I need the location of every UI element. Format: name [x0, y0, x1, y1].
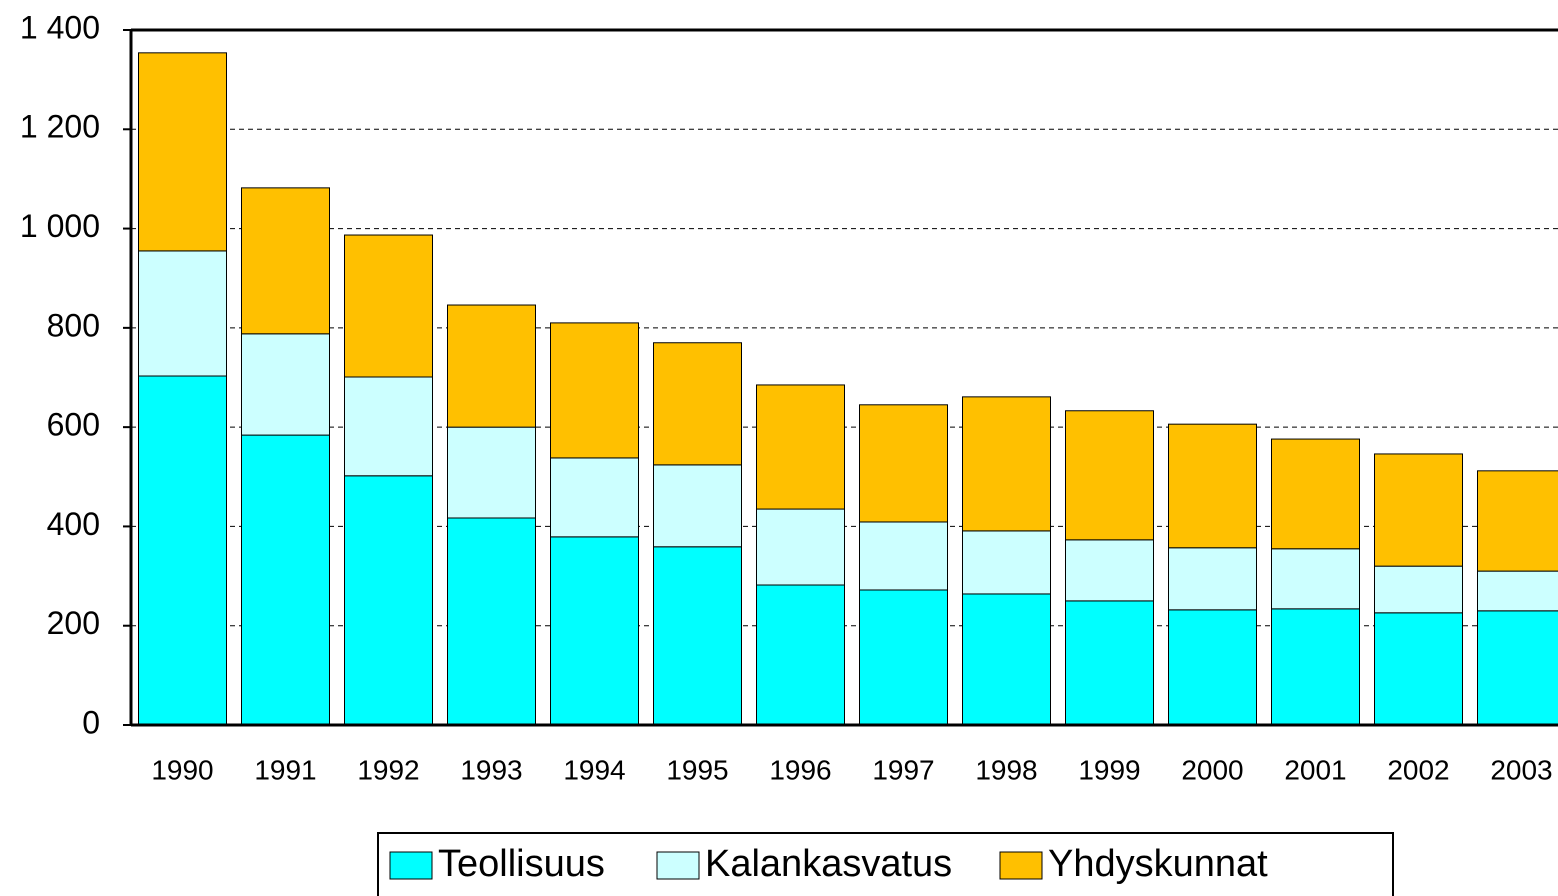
x-tick-label: 2001 — [1284, 754, 1346, 785]
bar-segment — [447, 517, 536, 726]
legend-swatch — [999, 851, 1043, 880]
x-tick-label: 1998 — [975, 754, 1037, 785]
bar-segment — [756, 384, 845, 510]
x-tick-label: 1996 — [769, 754, 831, 785]
bar-segment — [1168, 609, 1257, 726]
bar-segment — [1374, 612, 1463, 726]
bar-segment — [1374, 565, 1463, 614]
bar-segment — [138, 375, 227, 726]
bar-segment — [962, 593, 1051, 726]
legend-label: Yhdyskunnat — [1048, 843, 1268, 885]
bar-segment — [1477, 610, 1558, 726]
x-tick-label: 1997 — [872, 754, 934, 785]
bar-segment — [550, 457, 639, 538]
bar-segment — [550, 536, 639, 726]
bar-segment — [962, 530, 1051, 595]
bar-segment — [1065, 600, 1154, 726]
bar-segment — [756, 508, 845, 586]
bar-segment — [1168, 547, 1257, 611]
bar-segment — [241, 333, 330, 436]
bar-segment — [1168, 423, 1257, 549]
bar-segment — [653, 464, 742, 548]
x-tick-label: 1990 — [151, 754, 213, 785]
y-tick-label: 400 — [47, 506, 100, 542]
x-tick-label: 2002 — [1387, 754, 1449, 785]
bar-segment — [241, 434, 330, 726]
y-tick-label: 1 200 — [20, 109, 100, 145]
legend-swatch — [656, 851, 700, 880]
bar-segment — [1065, 410, 1154, 541]
bar-segment — [344, 475, 433, 726]
bar-segment — [1271, 608, 1360, 726]
legend-box — [377, 832, 1394, 896]
bar-segment — [1477, 470, 1558, 572]
bar-segment — [447, 426, 536, 519]
y-tick-label: 0 — [82, 704, 100, 740]
bar-segment — [447, 304, 536, 428]
x-tick-label: 1995 — [666, 754, 728, 785]
bar-segment — [241, 187, 330, 335]
bar-segment — [344, 376, 433, 477]
x-tick-label: 2000 — [1181, 754, 1243, 785]
bar-segment — [653, 546, 742, 726]
x-tick-label: 1991 — [254, 754, 316, 785]
y-tick-label: 1 400 — [20, 9, 100, 45]
legend-label: Teollisuus — [438, 843, 605, 885]
bar-segment — [550, 322, 639, 459]
bar-segment — [859, 404, 948, 523]
bar-segment — [1271, 438, 1360, 550]
bar-segment — [344, 234, 433, 378]
x-tick-label: 2003 — [1490, 754, 1552, 785]
bar-segment — [138, 250, 227, 377]
y-tick-label: 200 — [47, 605, 100, 641]
x-tick-label: 1994 — [563, 754, 625, 785]
bar-segment — [1477, 570, 1558, 612]
bar-segment — [962, 396, 1051, 532]
legend-swatch — [389, 851, 433, 880]
x-tick-label: 1999 — [1078, 754, 1140, 785]
bar-segment — [138, 52, 227, 252]
legend-label: Kalankasvatus — [705, 843, 952, 885]
y-tick-label: 800 — [47, 307, 100, 343]
bar-segment — [859, 521, 948, 591]
x-tick-label: 1992 — [357, 754, 419, 785]
y-tick-label: 1 000 — [20, 208, 100, 244]
bar-segment — [756, 584, 845, 726]
bar-segment — [859, 589, 948, 726]
y-tick-label: 600 — [47, 407, 100, 443]
x-tick-label: 1993 — [460, 754, 522, 785]
bar-segment — [653, 342, 742, 466]
bar-segment — [1065, 539, 1154, 602]
bar-segment — [1374, 453, 1463, 567]
bar-segment — [1271, 548, 1360, 610]
